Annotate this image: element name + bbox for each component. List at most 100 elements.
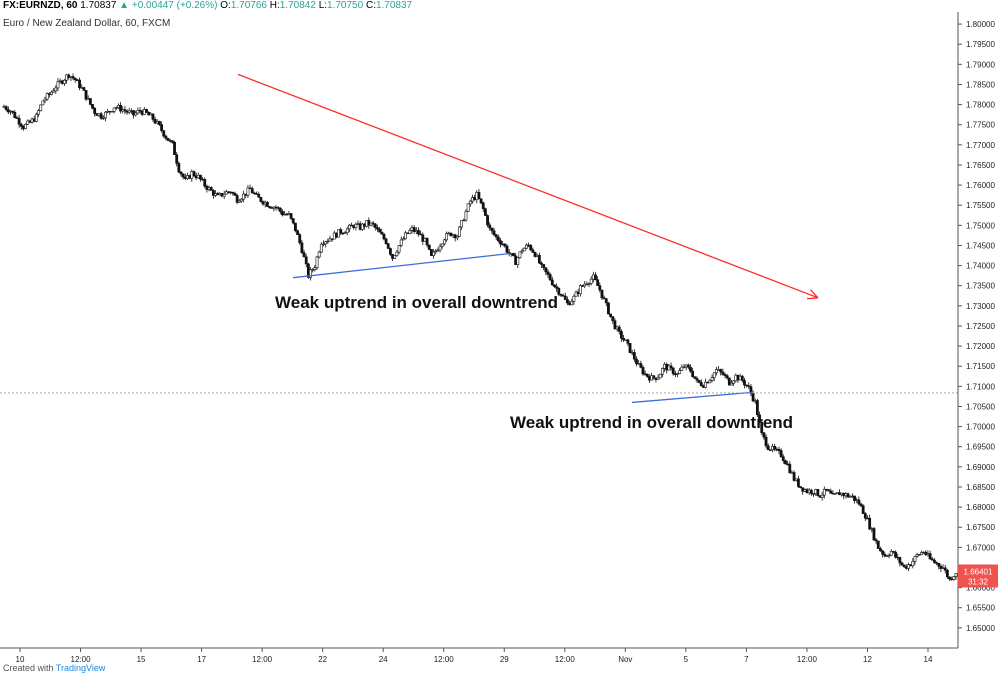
candle-body (937, 562, 941, 567)
candle-body (101, 117, 105, 120)
candle-body (561, 295, 565, 297)
candle-body (505, 245, 509, 253)
candle-body (533, 252, 537, 257)
candle-body (833, 493, 837, 495)
y-tick-label: 1.79000 (966, 60, 995, 69)
candle-body (913, 555, 917, 562)
candle-body (319, 243, 323, 253)
x-tick-label: 7 (744, 655, 749, 664)
candle-body (458, 226, 461, 237)
candle-body (710, 377, 714, 381)
x-tick-label: Nov (618, 655, 632, 664)
candle-body (34, 113, 38, 122)
candle-body (563, 295, 567, 300)
candle-body (602, 297, 606, 300)
candle-body (719, 369, 723, 373)
candle-body (173, 141, 176, 155)
candle-body (181, 173, 185, 178)
candle-body (376, 227, 379, 230)
candle-body (412, 227, 416, 232)
candle-body (658, 373, 662, 379)
candle-body (24, 123, 27, 130)
candle-body (322, 243, 325, 246)
candle-body (380, 231, 384, 235)
candle-body (600, 289, 604, 299)
candle-body (425, 238, 429, 246)
candle-body (872, 528, 876, 541)
candle-body (13, 111, 17, 118)
x-tick-label: 12:00 (555, 655, 576, 664)
candle-body (678, 370, 682, 374)
candle-body (760, 421, 764, 434)
candle-body (136, 110, 140, 114)
candle-body (902, 564, 906, 568)
candle-body (596, 279, 600, 286)
countdown-tag-value: 31:32 (968, 577, 989, 586)
y-tick-label: 1.70500 (966, 402, 995, 411)
candle-body (4, 106, 8, 110)
candle-body (104, 111, 107, 119)
candle-body (529, 244, 533, 251)
candle-body (546, 271, 550, 275)
candle-body (628, 342, 632, 353)
candle-body (680, 366, 684, 371)
candle-body (442, 239, 446, 245)
price-change: ▲ +0.00447 (+0.26%) (119, 0, 218, 11)
candle-body (179, 171, 183, 175)
candle-body (393, 255, 397, 259)
y-tick-label: 1.69000 (966, 463, 995, 472)
y-tick-label: 1.67000 (966, 543, 995, 552)
candle-body (682, 366, 686, 369)
candle-body (328, 238, 332, 242)
candle-body (520, 250, 524, 253)
candle-body (635, 358, 638, 365)
candle-body (572, 295, 576, 302)
candle-body (408, 230, 412, 234)
candle-body (268, 206, 271, 208)
candle-body (708, 380, 712, 384)
candle-body (499, 240, 502, 245)
candle-body (382, 233, 386, 240)
candle-body (639, 363, 643, 368)
close-label: C: (365, 0, 376, 11)
candle-body (43, 98, 47, 102)
candle-body (829, 490, 833, 494)
y-tick-label: 1.65000 (966, 624, 995, 633)
candle-body (792, 472, 796, 481)
candle-body (747, 385, 751, 387)
candle-body (822, 488, 826, 496)
candle-body (555, 286, 559, 289)
candle-body (723, 374, 727, 376)
tradingview-logo-text[interactable]: TradingView (55, 663, 106, 673)
candle-body (799, 486, 802, 489)
candle-body (233, 193, 237, 196)
candle-body (257, 193, 261, 198)
candle-body (486, 215, 489, 226)
candle-body (199, 174, 202, 180)
candle-body (613, 320, 617, 330)
candle-body (309, 269, 312, 278)
candle-body (725, 375, 729, 379)
candle-body (699, 382, 703, 387)
candle-body (827, 489, 831, 492)
candle-body (78, 79, 81, 89)
candle-body (697, 379, 701, 383)
candle-body (619, 331, 623, 339)
candle-body (317, 251, 321, 258)
candle-body (52, 90, 56, 93)
candle-body (494, 234, 498, 238)
candle-body (162, 130, 166, 137)
candle-body (37, 110, 40, 115)
symbol-label[interactable]: FX:EURNZD, 60 (3, 0, 78, 11)
candle-body (326, 240, 330, 243)
candle-body (445, 233, 448, 241)
y-tick-label: 1.76500 (966, 161, 995, 170)
y-tick-label: 1.73500 (966, 282, 995, 291)
candle-body (622, 338, 625, 341)
candle-body (84, 90, 88, 100)
open-label: O: (220, 0, 231, 11)
x-tick-label: 22 (318, 655, 327, 664)
candle-body (19, 123, 23, 127)
y-tick-label: 1.72500 (966, 322, 995, 331)
